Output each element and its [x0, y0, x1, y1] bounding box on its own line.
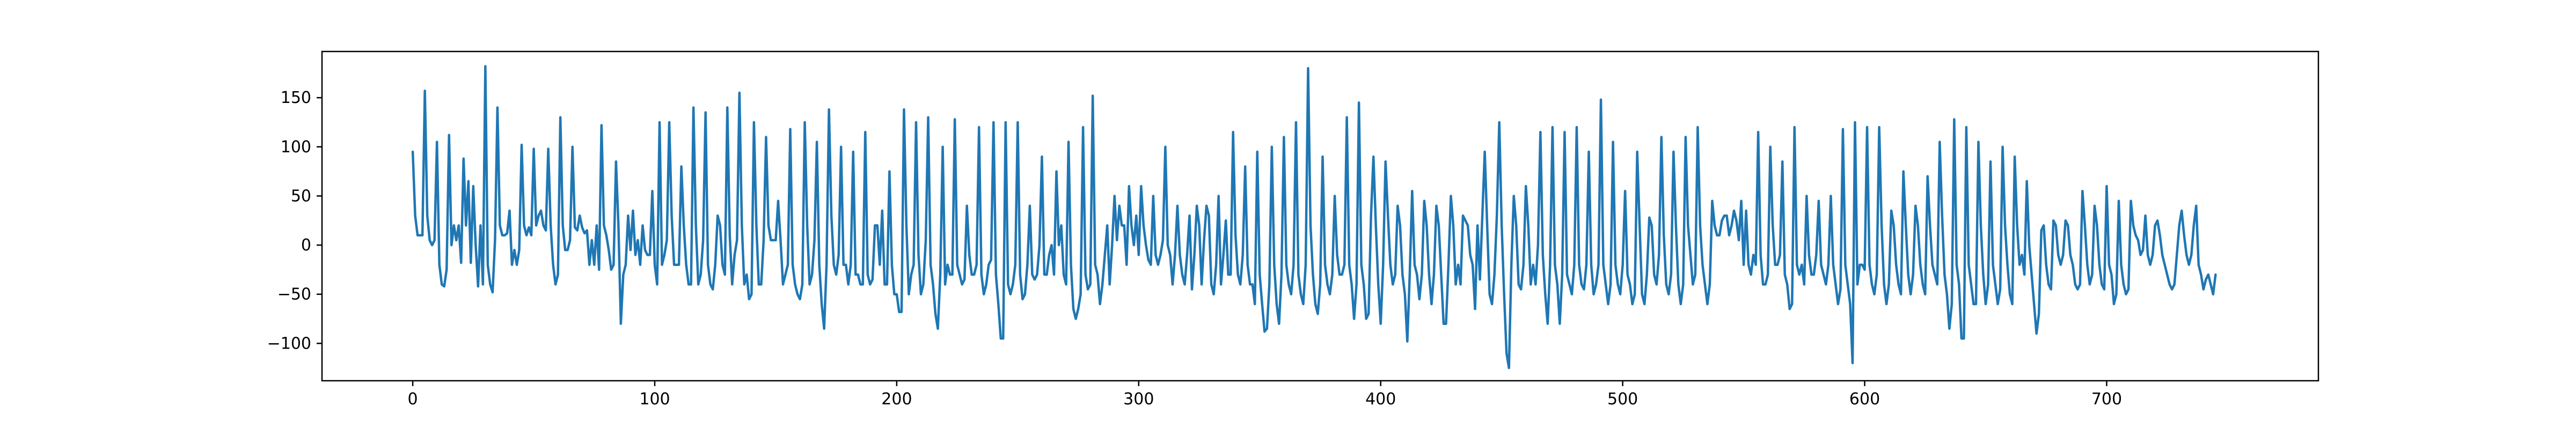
y-tick-label: 0 — [301, 236, 311, 255]
y-tick-label: −50 — [277, 285, 311, 304]
axes-frame — [321, 50, 2319, 382]
y-axis: −100 −50 0 50 100 150 — [267, 88, 322, 353]
y-tick-label: 50 — [291, 187, 311, 205]
x-tick-label: 400 — [1365, 390, 1396, 409]
series-line-0 — [411, 65, 2217, 369]
x-tick-label: 600 — [1849, 390, 1880, 409]
x-tick-label: 700 — [2091, 390, 2122, 409]
y-tick-label: 100 — [281, 138, 311, 157]
x-axis: 0 100 200 300 400 500 600 700 — [408, 381, 2122, 409]
y-tick-label: 150 — [281, 88, 311, 107]
x-tick-label: 0 — [408, 390, 418, 409]
y-tick-label: −100 — [267, 334, 311, 353]
x-tick-label: 500 — [1607, 390, 1638, 409]
x-tick-label: 100 — [639, 390, 670, 409]
x-tick-label: 300 — [1123, 390, 1154, 409]
plot-area — [411, 65, 2217, 369]
x-tick-label: 200 — [881, 390, 912, 409]
